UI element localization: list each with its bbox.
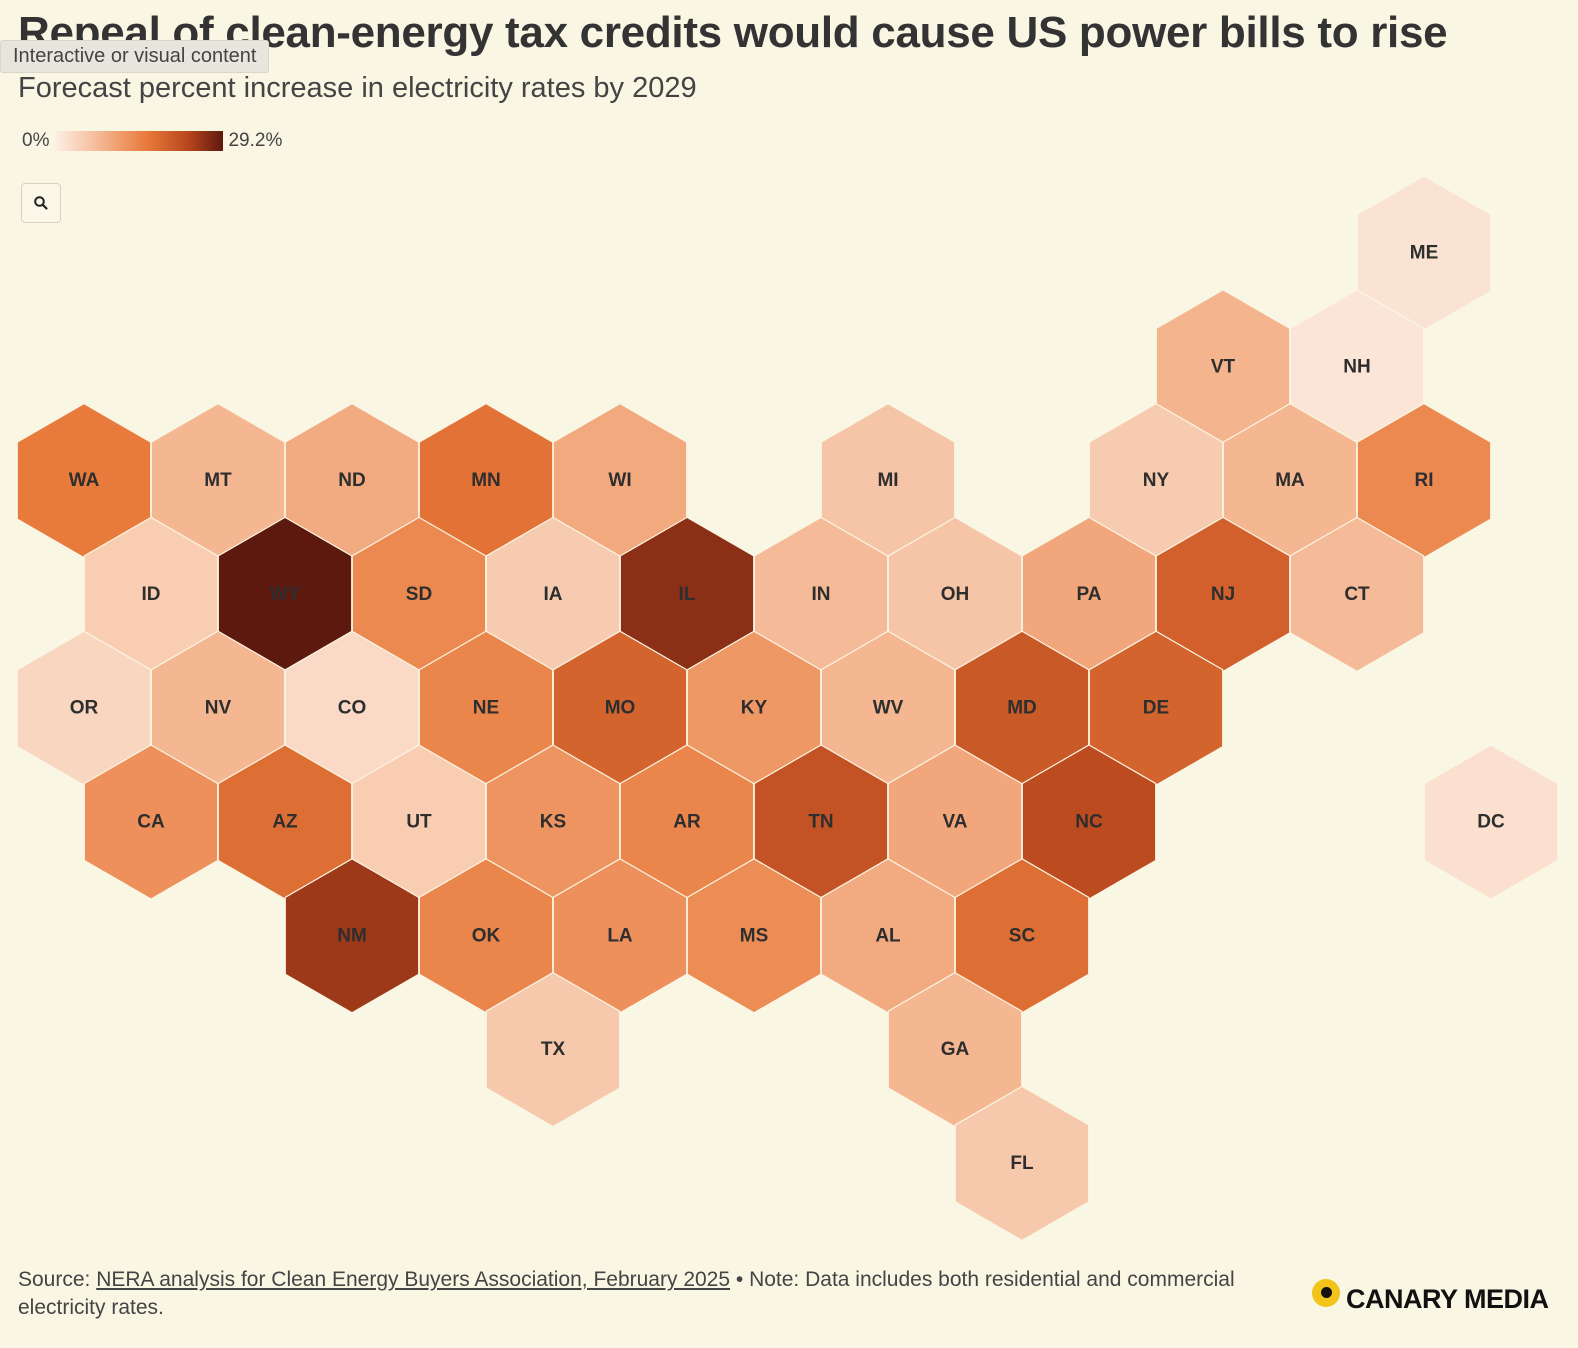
state-label: KY <box>741 698 768 719</box>
canary-media-logo: CANARY MEDIA <box>1312 1270 1549 1315</box>
state-label: ND <box>338 470 365 491</box>
chart-subtitle: Forecast percent increase in electricity… <box>18 72 697 104</box>
state-label: DE <box>1143 698 1169 719</box>
state-label: IN <box>812 584 831 605</box>
hex-tile-map: ME VT NH WA MT ND MN WI MI NY MA RI ID WY SD IA IL IN OH PA… <box>16 175 1559 1242</box>
state-label: IL <box>679 584 696 605</box>
footer: Source: NERA analysis for Clean Energy B… <box>18 1266 1248 1322</box>
state-hex-dc[interactable]: DC <box>1423 744 1559 900</box>
color-legend: 0% 29.2% <box>22 128 282 154</box>
state-label: KS <box>540 812 566 833</box>
source-prefix: Source: <box>18 1268 97 1291</box>
state-label: PA <box>1077 584 1102 605</box>
state-hex-shape[interactable] <box>1423 744 1559 900</box>
source-link[interactable]: NERA analysis for Clean Energy Buyers As… <box>96 1268 731 1291</box>
state-label: AR <box>673 812 701 833</box>
state-label: WY <box>270 584 301 605</box>
search-icon <box>34 196 48 210</box>
state-label: NJ <box>1211 584 1235 605</box>
state-label: CO <box>338 698 367 719</box>
state-label: RI <box>1415 470 1434 491</box>
interactive-content-badge: Interactive or visual content <box>0 40 270 73</box>
state-label: MT <box>204 470 232 491</box>
state-label: CA <box>137 812 165 833</box>
state-hex-shape[interactable] <box>485 971 621 1128</box>
legend-gradient-bar <box>55 131 224 151</box>
state-hex-ri[interactable]: RI <box>1356 402 1492 559</box>
state-hex-me[interactable]: ME <box>1356 175 1492 331</box>
state-label: SD <box>406 584 432 605</box>
legend-min-label: 0% <box>22 130 50 151</box>
state-label: ID <box>142 584 161 605</box>
state-label: LA <box>607 925 633 946</box>
state-label: ME <box>1410 243 1439 264</box>
state-label: VA <box>943 812 968 833</box>
state-label: NC <box>1075 812 1103 833</box>
state-label: VT <box>1211 356 1236 377</box>
state-label: TX <box>541 1039 566 1060</box>
state-hex-ct[interactable]: CT <box>1289 516 1425 673</box>
state-label: NV <box>205 698 232 719</box>
state-label: WA <box>69 470 100 491</box>
state-hex-ma[interactable]: MA <box>1222 402 1358 559</box>
footer-note: • Note: Data includes both residential a… <box>18 1268 1235 1319</box>
state-label: MA <box>1275 470 1305 491</box>
state-label: OK <box>472 925 501 946</box>
state-label: NM <box>337 925 367 946</box>
state-label: WI <box>608 470 631 491</box>
zoom-button[interactable] <box>21 183 61 223</box>
state-label: NH <box>1343 356 1370 377</box>
state-label: MN <box>471 470 501 491</box>
state-label: OH <box>941 584 970 605</box>
logo-text: CANARY MEDIA <box>1346 1284 1549 1314</box>
state-hex-tx[interactable]: TX <box>485 971 621 1128</box>
canary-logo-dot-icon <box>1312 1278 1340 1307</box>
state-label: FL <box>1010 1153 1034 1174</box>
state-label: GA <box>941 1039 970 1060</box>
state-label: MD <box>1007 698 1037 719</box>
state-label: MO <box>605 698 636 719</box>
state-hex-shape[interactable] <box>1289 516 1425 673</box>
state-label: NY <box>1143 470 1170 491</box>
state-label: SC <box>1009 925 1036 946</box>
state-label: MI <box>877 470 898 491</box>
state-label: AZ <box>272 812 298 833</box>
state-label: MS <box>740 925 769 946</box>
state-hex-shape[interactable] <box>954 1085 1090 1242</box>
state-hex-fl[interactable]: FL <box>954 1085 1090 1242</box>
legend-max-label: 29.2% <box>228 130 283 151</box>
state-label: OR <box>70 698 99 719</box>
state-label: DC <box>1477 812 1505 833</box>
state-label: TN <box>808 812 833 833</box>
state-label: NE <box>473 698 499 719</box>
state-hex-ga[interactable]: GA <box>887 971 1023 1128</box>
state-hex-wy[interactable]: WY <box>217 516 353 673</box>
state-label: WV <box>873 698 904 719</box>
state-label: UT <box>406 812 432 833</box>
state-label: AL <box>875 925 901 946</box>
state-label: CT <box>1344 584 1370 605</box>
state-label: IA <box>544 584 563 605</box>
